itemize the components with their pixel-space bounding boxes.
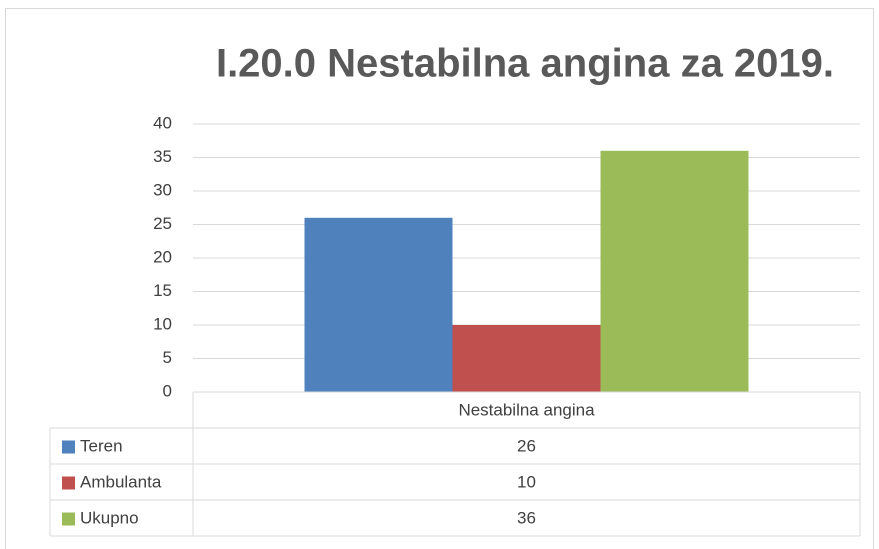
y-tick-label: 30 — [153, 180, 172, 199]
x-tick-label: Nestabilna angina — [458, 400, 595, 419]
y-tick-label: 0 — [163, 381, 172, 400]
table-value: 26 — [517, 436, 536, 455]
bar — [452, 325, 601, 392]
table-value: 36 — [517, 508, 536, 527]
legend-key — [62, 512, 75, 526]
table-value: 10 — [517, 472, 536, 491]
legend-key — [62, 476, 75, 490]
chart-title: I.20.0 Nestabilna angina za 2019. — [216, 42, 834, 86]
y-tick-label: 25 — [153, 214, 172, 233]
legend-label: Ukupno — [80, 508, 139, 527]
y-tick-label: 35 — [153, 147, 172, 166]
legend-label: Ambulanta — [80, 472, 162, 491]
bar — [304, 217, 453, 392]
y-tick-label: 40 — [153, 113, 172, 132]
y-tick-label: 10 — [153, 314, 172, 333]
y-tick-label: 5 — [163, 348, 172, 367]
legend-key — [62, 440, 75, 454]
legend-label: Teren — [80, 436, 123, 455]
y-tick-label: 20 — [153, 247, 172, 266]
bar — [600, 150, 749, 392]
y-tick-label: 15 — [153, 281, 172, 300]
